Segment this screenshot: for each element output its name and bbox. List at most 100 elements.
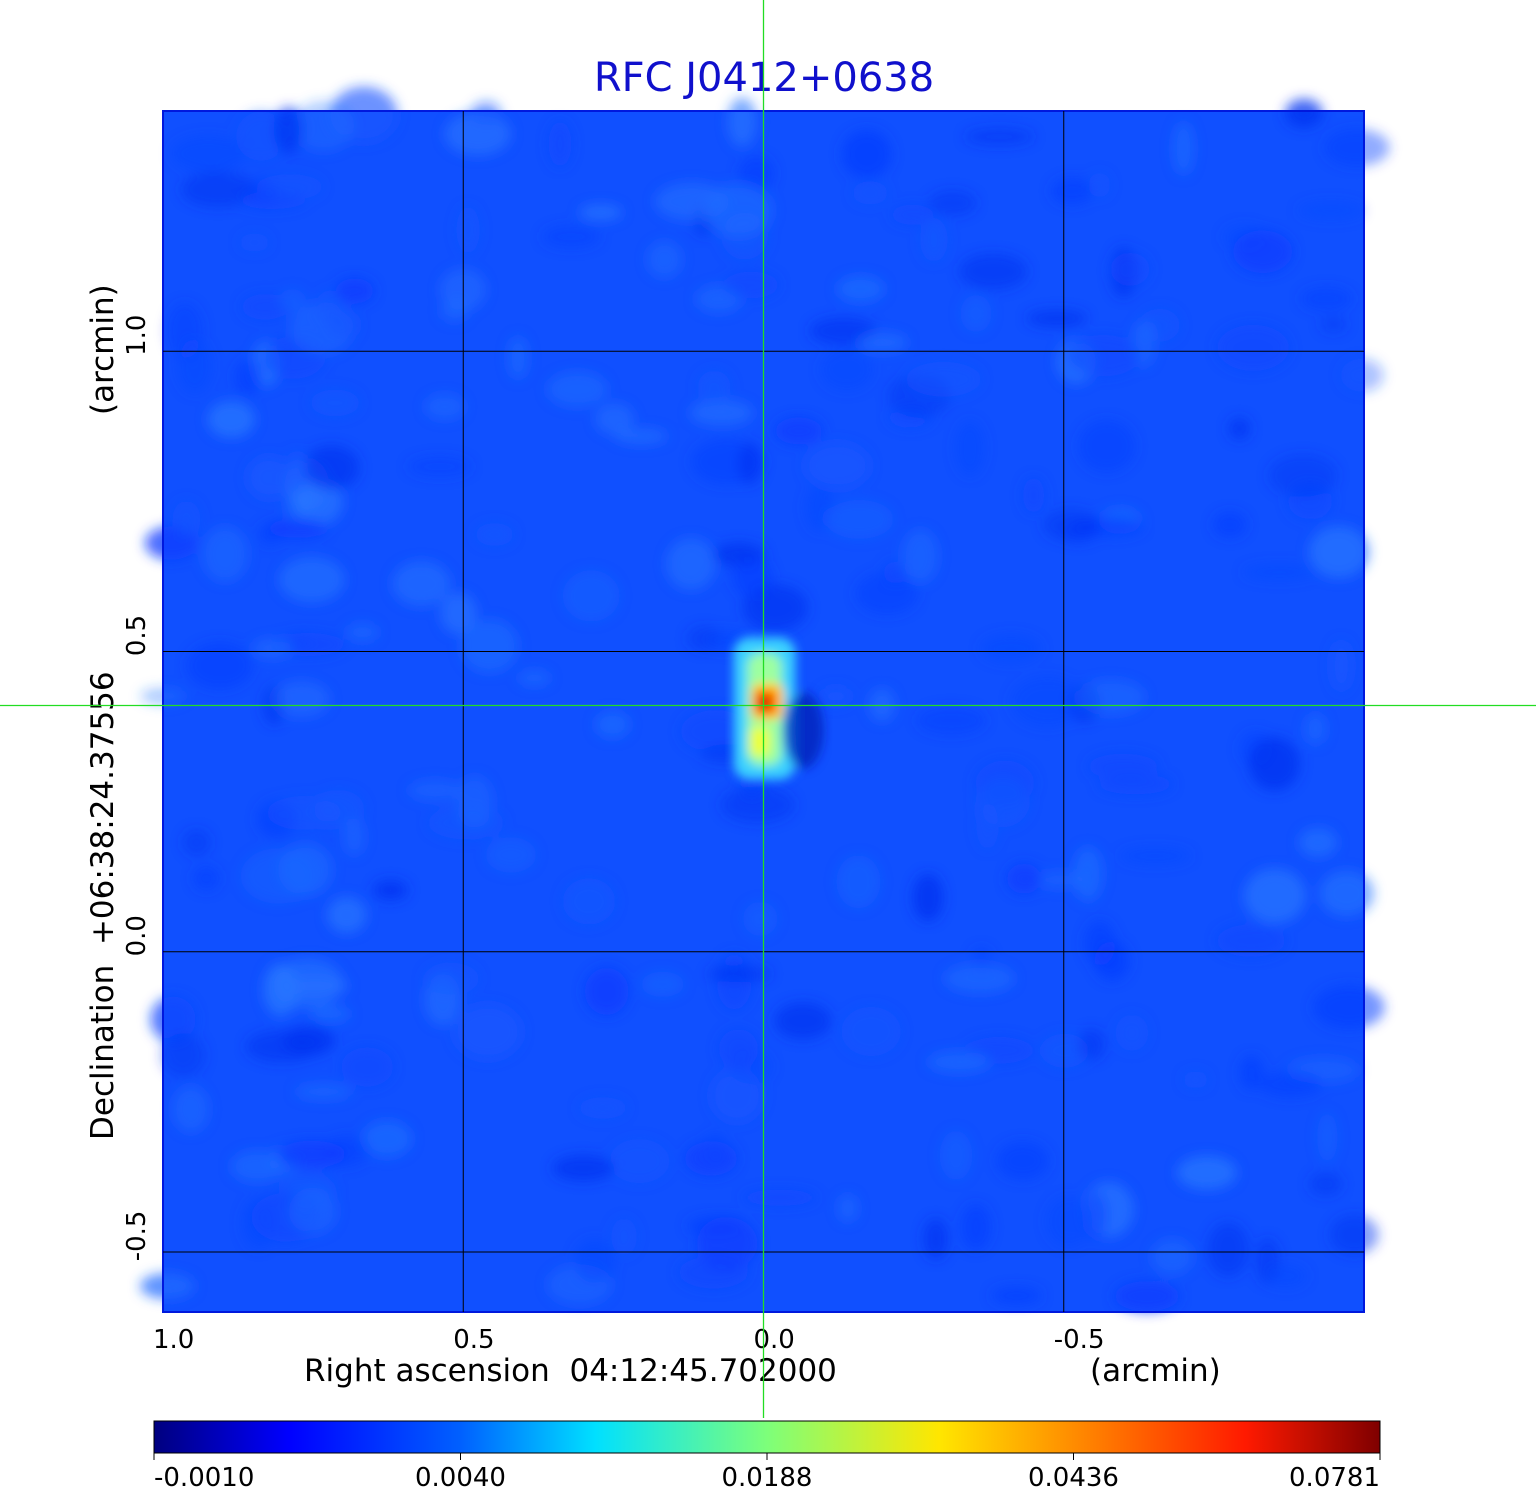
noise-blob — [718, 1029, 759, 1069]
noise-blob — [614, 428, 668, 445]
noise-blob — [1216, 924, 1286, 957]
noise-blob — [234, 359, 263, 396]
noise-blob — [836, 275, 885, 303]
noise-blob — [1268, 454, 1338, 497]
noise-blob — [373, 880, 408, 901]
noise-blob — [236, 111, 287, 161]
noise-blob — [1088, 753, 1159, 780]
noise-blob — [272, 958, 344, 1009]
noise-blob — [916, 706, 987, 735]
y-axis-unit: (arcmin) — [85, 284, 121, 415]
noise-blob — [517, 670, 551, 687]
noise-blob — [207, 400, 256, 439]
source-lower-lobe — [749, 727, 770, 756]
noise-blob — [1232, 230, 1293, 274]
noise-blob — [507, 336, 529, 380]
noise-blob — [1313, 985, 1385, 1030]
colorbar-tick-label: 0.0188 — [722, 1463, 813, 1493]
noise-blob — [1042, 509, 1099, 541]
noise-blob — [707, 965, 772, 983]
noise-blob — [289, 633, 311, 651]
noise-blob — [485, 837, 537, 873]
noise-blob — [455, 775, 494, 829]
noise-blob — [277, 1140, 346, 1169]
noise-blob — [883, 561, 909, 584]
x-tick-label: 1.0 — [153, 1325, 194, 1355]
noise-blob — [1026, 310, 1087, 327]
noise-blob — [574, 1239, 616, 1283]
noise-blob — [906, 361, 982, 397]
noise-blob — [272, 681, 331, 718]
noise-blob — [825, 500, 894, 539]
noise-blob — [1084, 920, 1116, 966]
noise-blob — [161, 1033, 206, 1078]
noise-blob — [1309, 1172, 1343, 1196]
noise-blob — [317, 290, 344, 324]
noise-blob — [392, 561, 451, 607]
noise-blob — [471, 101, 501, 125]
noise-blob — [1304, 713, 1327, 745]
noise-blob — [239, 233, 270, 252]
noise-blob — [1076, 679, 1146, 715]
noise-blob — [1217, 324, 1290, 372]
noise-blob — [955, 420, 985, 476]
noise-blob — [562, 878, 616, 925]
noise-blob — [738, 442, 762, 485]
noise-blob — [172, 1086, 210, 1133]
noise-blob — [923, 1218, 949, 1260]
noise-blob — [326, 896, 367, 934]
noise-blob — [423, 962, 479, 995]
noise-blob — [697, 370, 731, 404]
noise-blob — [960, 294, 992, 333]
crosshair — [0, 0, 1536, 1418]
noise-blob — [804, 442, 870, 489]
x-tick-labels: 1.0 0.5 0.0 -0.5 — [153, 1325, 1104, 1355]
noise-blob — [284, 451, 309, 492]
noise-blob — [311, 1005, 351, 1023]
noise-blob — [943, 963, 1016, 994]
noise-blob — [578, 1097, 627, 1119]
noise-blob — [1114, 1281, 1180, 1312]
noise-blob — [1228, 417, 1251, 440]
noise-blob — [267, 795, 341, 830]
x-tick-label: -0.5 — [1054, 1325, 1105, 1355]
noise-blob — [346, 622, 379, 642]
noise-blob — [1213, 511, 1247, 538]
noise-blob — [1317, 1112, 1338, 1163]
noise-blob — [980, 634, 1042, 663]
noise-blob — [809, 317, 877, 345]
noise-blob — [579, 204, 623, 221]
intensity-map — [140, 86, 1390, 1313]
noise-blob — [424, 393, 466, 420]
noise-blob — [460, 619, 519, 673]
colorbar-gradient — [153, 1420, 1381, 1454]
noise-blob — [238, 192, 306, 210]
noise-blob — [552, 1155, 615, 1182]
noise-blob — [996, 1141, 1049, 1181]
noise-blob — [928, 190, 977, 216]
noise-blob — [1176, 1155, 1237, 1190]
noise-blob — [857, 332, 909, 353]
noise-blob — [912, 873, 944, 922]
noise-blob — [335, 278, 374, 304]
noise-blob — [686, 1216, 744, 1236]
noise-blob — [362, 1120, 412, 1158]
noise-blob — [821, 687, 851, 706]
noise-blob — [150, 996, 196, 1043]
y-tick-label: 0.5 — [122, 615, 152, 656]
noise-blob — [1183, 1071, 1209, 1089]
noise-blob — [836, 855, 881, 909]
colorbar-tick-label: 0.0040 — [415, 1463, 506, 1493]
noise-blob — [841, 1006, 901, 1057]
colorbar-tick-label: 0.0436 — [1028, 1463, 1119, 1493]
noise-blob — [1297, 201, 1364, 221]
noise-blob — [456, 206, 480, 254]
noise-blob — [584, 967, 629, 1016]
noise-blob — [170, 135, 246, 173]
noise-blob — [548, 121, 572, 167]
noise-blob — [1045, 1196, 1091, 1247]
noise-blob — [140, 1273, 195, 1300]
noise-blob — [440, 592, 477, 635]
noise-blob — [595, 403, 635, 435]
noise-blob — [959, 253, 1028, 290]
